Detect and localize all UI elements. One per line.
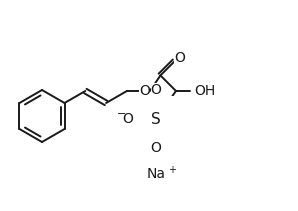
Text: −: − bbox=[117, 109, 127, 119]
Text: O: O bbox=[139, 84, 150, 98]
Text: S: S bbox=[151, 111, 161, 127]
Text: O: O bbox=[150, 83, 162, 97]
Text: O: O bbox=[122, 112, 134, 126]
Text: OH: OH bbox=[194, 84, 215, 98]
Text: +: + bbox=[168, 165, 176, 175]
Text: Na: Na bbox=[147, 167, 166, 181]
Text: O: O bbox=[150, 141, 162, 155]
Text: O: O bbox=[174, 51, 185, 65]
